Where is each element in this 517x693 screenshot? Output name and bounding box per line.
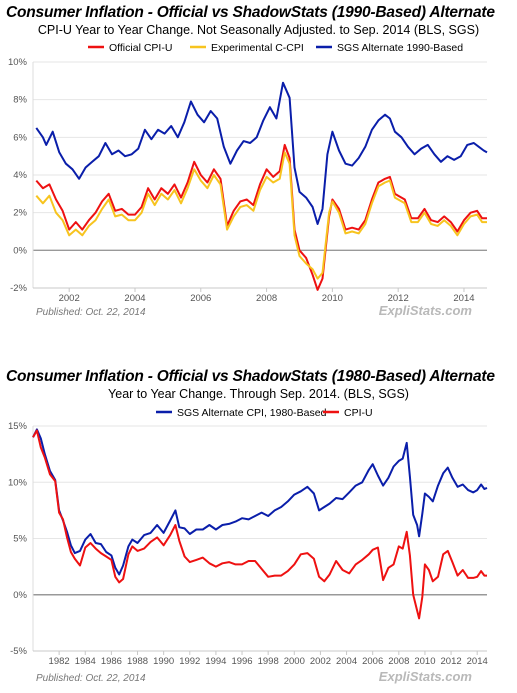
x-tick-label: 1992 (179, 656, 200, 667)
chart-title: Consumer Inflation - Official vs ShadowS… (6, 368, 495, 385)
x-tick-label: 2014 (453, 293, 474, 304)
chart-1990-based: Consumer Inflation - Official vs ShadowS… (0, 0, 517, 335)
legend-label: CPI-U (344, 407, 373, 419)
x-tick-label: 2010 (322, 293, 343, 304)
published-date: Published: Oct. 22, 2014 (36, 307, 146, 318)
x-tick-label: 2012 (441, 656, 462, 667)
x-tick-label: 2008 (256, 293, 277, 304)
x-tick-label: 1994 (205, 656, 226, 667)
y-tick-label: 0% (13, 590, 27, 601)
chart-plot: -5% 0% 5% 10% 15% 1982 1984 1986 1988 1990 1992 199… (8, 407, 488, 684)
x-tick-label: 2004 (336, 656, 357, 667)
x-tick-label: 1996 (231, 656, 252, 667)
chart-plot: -2% 0% 2% 4% 6% 8% 10% 2002 2004 2006 2008 2010 2012… (8, 42, 488, 318)
chart-subtitle: Year to Year Change. Through Sep. 2014. … (108, 387, 409, 401)
x-tick-label: 2000 (284, 656, 305, 667)
x-tick-label: 2008 (388, 656, 409, 667)
chart-1980-based: Consumer Inflation - Official vs ShadowS… (0, 364, 517, 693)
legend-label: Official CPI-U (109, 42, 172, 54)
series-line (32, 429, 487, 620)
brand-watermark: ExpliStats.com (379, 303, 473, 318)
x-tick-label: 2002 (59, 293, 80, 304)
series-line (32, 428, 488, 576)
x-tick-label: 2006 (362, 656, 383, 667)
y-tick-label: -5% (10, 646, 27, 657)
published-date: Published: Oct. 22, 2014 (36, 673, 146, 684)
x-tick-label: 2004 (124, 293, 145, 304)
x-tick-label: 1990 (153, 656, 174, 667)
y-tick-label: 2% (13, 208, 27, 219)
legend-label: SGS Alternate CPI, 1980-Based (177, 407, 327, 419)
x-tick-label: 1986 (101, 656, 122, 667)
y-tick-label: -2% (10, 283, 27, 294)
y-tick-label: 6% (13, 132, 27, 143)
x-tick-label: 1984 (75, 656, 96, 667)
y-tick-label: 10% (8, 57, 28, 68)
x-tick-label: 2002 (310, 656, 331, 667)
x-tick-label: 2010 (414, 656, 435, 667)
legend-label: SGS Alternate 1990-Based (337, 42, 463, 54)
series-line (35, 151, 487, 280)
chart-title: Consumer Inflation - Official vs ShadowS… (6, 4, 495, 21)
y-tick-label: 15% (8, 421, 28, 432)
x-tick-label: 2012 (388, 293, 409, 304)
x-tick-label: 2006 (190, 293, 211, 304)
brand-watermark: ExpliStats.com (379, 669, 473, 684)
y-tick-label: 4% (13, 170, 27, 181)
chart-subtitle: CPI-U Year to Year Change. Not Seasonall… (37, 23, 480, 37)
x-tick-label: 1982 (49, 656, 70, 667)
grid (33, 61, 487, 289)
legend-label: Experimental C-CPI (211, 42, 304, 54)
x-tick-label: 2014 (467, 656, 488, 667)
series-line (35, 81, 488, 225)
x-tick-label: 1998 (258, 656, 279, 667)
x-tick-label: 1988 (127, 656, 148, 667)
y-tick-label: 0% (13, 245, 27, 256)
y-tick-label: 8% (13, 95, 27, 106)
y-tick-label: 10% (8, 477, 28, 488)
series-line (35, 143, 487, 291)
y-tick-label: 5% (13, 534, 27, 545)
